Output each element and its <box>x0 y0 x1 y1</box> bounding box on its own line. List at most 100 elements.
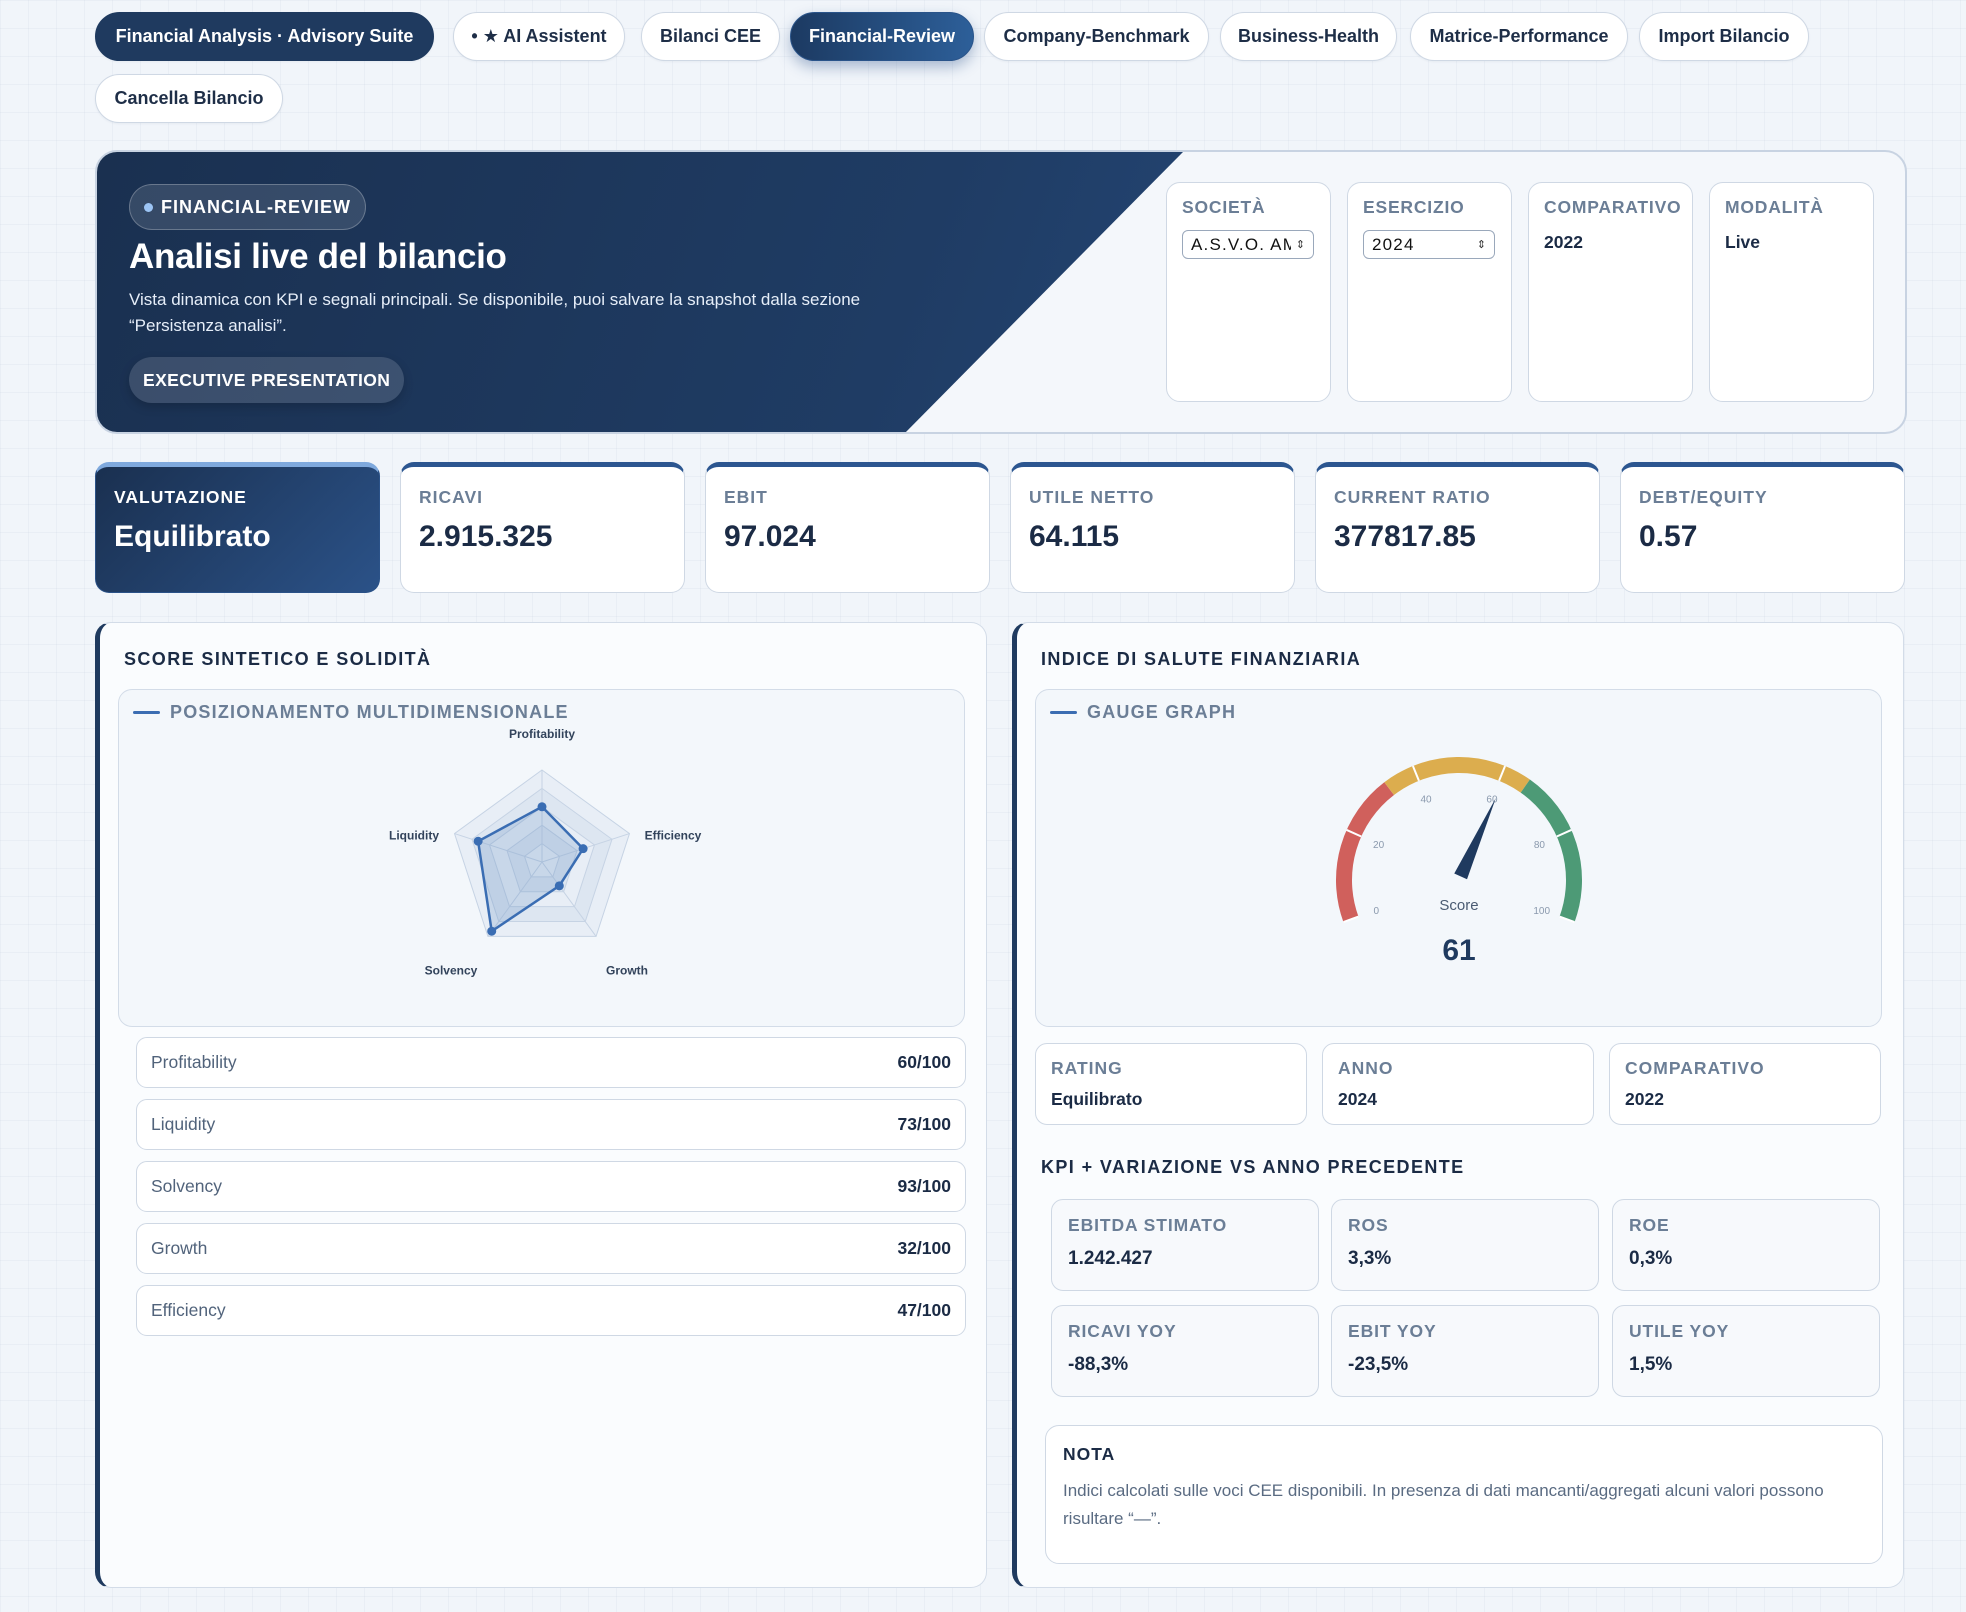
radar-axis-label: Liquidity <box>389 829 439 843</box>
gauge-tick-label: 20 <box>1373 840 1385 851</box>
delta-value: 3,3% <box>1348 1248 1392 1269</box>
kpi-ricavi: RICAVI 2.915.325 <box>400 462 685 593</box>
info-value: 2022 <box>1625 1089 1664 1109</box>
radar-chart: Profitability Efficiency Growth Solvency Liq… <box>389 727 702 977</box>
info-label: COMPARATIVO <box>1625 1058 1765 1078</box>
nav-cancella-bilancio[interactable]: Cancella Bilancio <box>95 74 283 123</box>
info-value: 2024 <box>1338 1089 1377 1109</box>
score-row-growth: Growth 32/100 <box>136 1223 966 1274</box>
kpi-valutazione: VALUTAZIONE Equilibrato <box>95 462 380 593</box>
score-row-profitability: Profitability 60/100 <box>136 1037 966 1088</box>
kpi-value: Equilibrato <box>114 520 271 553</box>
panel-title: INDICE DI SALUTE FINANZIARIA <box>1041 649 1362 669</box>
gauge-tick <box>1411 765 1420 782</box>
delta-label: EBITDA STIMATO <box>1068 1215 1228 1235</box>
score-value: 93/100 <box>897 1176 951 1196</box>
nav-business-health[interactable]: Business-Health <box>1220 12 1397 61</box>
note-text: Indici calcolati sulle voci CEE disponib… <box>1063 1481 1824 1528</box>
brand-pill[interactable]: Financial Analysis · Advisory Suite <box>95 12 434 61</box>
delta-value: -88,3% <box>1068 1354 1129 1375</box>
esercizio-select[interactable]: 2024 ⇕ <box>1363 230 1495 259</box>
score-name: Efficiency <box>151 1300 226 1320</box>
nav-bilanci-cee[interactable]: Bilanci CEE <box>641 12 780 61</box>
score-name: Liquidity <box>151 1114 216 1134</box>
select-updown-icon: ⇕ <box>1295 239 1305 251</box>
score-name: Growth <box>151 1238 208 1258</box>
hero-banner: FINANCIAL-REVIEW Analisi live del bilanc… <box>95 150 1907 434</box>
gauge-tick <box>1346 829 1362 838</box>
executive-presentation-button[interactable]: EXECUTIVE PRESENTATION <box>129 357 405 403</box>
delta-ros: ROS 3,3% <box>1331 1199 1599 1291</box>
nav-financial-review[interactable]: Financial-Review <box>790 12 974 61</box>
page-title: Analisi live del bilancio <box>129 237 507 276</box>
score-name: Solvency <box>151 1176 223 1196</box>
nav-company-benchmark[interactable]: Company-Benchmark <box>984 12 1209 61</box>
societa-select[interactable]: A.S.V.O. AMBIENTE ⇕ <box>1182 230 1314 259</box>
score-value: 32/100 <box>897 1238 951 1258</box>
radar-axis-label: Profitability <box>509 727 575 741</box>
delta-value: 0,3% <box>1629 1248 1673 1269</box>
delta-label: ROE <box>1629 1215 1670 1235</box>
delta-roe: ROE 0,3% <box>1612 1199 1880 1291</box>
nav-import-bilancio[interactable]: Import Bilancio <box>1639 12 1809 61</box>
health-panel: INDICE DI SALUTE FINANZIARIA GAUGE GRAPH… <box>1012 622 1904 1588</box>
radar-axis-line <box>541 861 597 937</box>
note-box: NOTA Indici calcolati sulle voci CEE dis… <box>1045 1425 1883 1564</box>
delta-ebitda: EBITDA STIMATO 1.242.427 <box>1051 1199 1319 1291</box>
radar-point-solvency <box>487 926 497 936</box>
meta-card-modalita: MODALITÀ Live <box>1709 182 1874 402</box>
gauge-tick <box>1498 765 1507 782</box>
radar-data-area <box>476 805 585 934</box>
gauge-band <box>1336 782 1395 923</box>
info-label: RATING <box>1051 1058 1123 1078</box>
radar-axis-line <box>487 861 543 937</box>
select-updown-icon: ⇕ <box>1476 239 1486 251</box>
gauge-tick <box>1559 915 1575 924</box>
gauge-needle <box>1454 797 1496 880</box>
hero-badge-label: FINANCIAL-REVIEW <box>161 196 351 217</box>
kpi-utile-netto: UTILE NETTO 64.115 <box>1010 462 1295 593</box>
subcard-title-label: POSIZIONAMENTO MULTIDIMENSIONALE <box>170 702 569 722</box>
subcard-title-label: GAUGE GRAPH <box>1087 702 1237 722</box>
delta-label: ROS <box>1348 1215 1389 1235</box>
gauge-tick <box>1343 915 1359 924</box>
kpi-value: 0.57 <box>1639 520 1698 553</box>
hero-badge: FINANCIAL-REVIEW <box>129 184 366 230</box>
score-panel: SCORE SINTETICO E SOLIDITÀ POSIZIONAMENT… <box>95 622 987 1588</box>
radar-axis-line <box>454 833 543 863</box>
dash-icon <box>133 711 160 714</box>
nav-matrice-performance[interactable]: Matrice-Performance <box>1410 12 1628 61</box>
delta-value: 1,5% <box>1629 1354 1673 1375</box>
kpi-label: EBIT <box>724 487 768 507</box>
kpi-label: VALUTAZIONE <box>114 487 247 507</box>
note-title: NOTA <box>1063 1444 1116 1464</box>
radar-axis-label: Efficiency <box>645 829 702 843</box>
kpi-section-title: KPI + VARIAZIONE VS ANNO PRECEDENTE <box>1041 1157 1465 1177</box>
kpi-value: 97.024 <box>724 520 816 553</box>
gauge-band <box>1384 757 1530 796</box>
badge-dot-icon <box>144 202 153 212</box>
gauge-tick-label: 40 <box>1420 794 1432 805</box>
meta-label: MODALITÀ <box>1725 197 1824 217</box>
meta-card-esercizio: ESERCIZIO 2024 ⇕ <box>1347 182 1512 402</box>
delta-value: -23,5% <box>1348 1354 1409 1375</box>
score-row-liquidity: Liquidity 73/100 <box>136 1099 966 1150</box>
esercizio-select-value: 2024 <box>1372 234 1415 254</box>
delta-ricavi-yoy: RICAVI YOY -88,3% <box>1051 1305 1319 1397</box>
score-value: 47/100 <box>897 1300 951 1320</box>
meta-value: 2022 <box>1544 232 1583 252</box>
kpi-label: DEBT/EQUITY <box>1639 487 1768 507</box>
radar-card: POSIZIONAMENTO MULTIDIMENSIONALE Profita… <box>118 689 965 1027</box>
info-label: ANNO <box>1338 1058 1394 1078</box>
radar-point-growth <box>554 881 564 891</box>
delta-value: 1.242.427 <box>1068 1248 1153 1269</box>
info-rating: RATING Equilibrato <box>1035 1043 1307 1125</box>
delta-label: UTILE YOY <box>1629 1321 1730 1341</box>
hero-description: Vista dinamica con KPI e segnali princip… <box>129 290 861 335</box>
kpi-label: CURRENT RATIO <box>1334 487 1491 507</box>
nav-ai-assistent[interactable]: • ★ AI Assistent <box>453 12 625 61</box>
info-comparativo: COMPARATIVO 2022 <box>1609 1043 1881 1125</box>
radar-point-liquidity <box>473 836 483 846</box>
kpi-value: 2.915.325 <box>419 520 553 553</box>
radar-axis-label: Solvency <box>425 963 478 977</box>
